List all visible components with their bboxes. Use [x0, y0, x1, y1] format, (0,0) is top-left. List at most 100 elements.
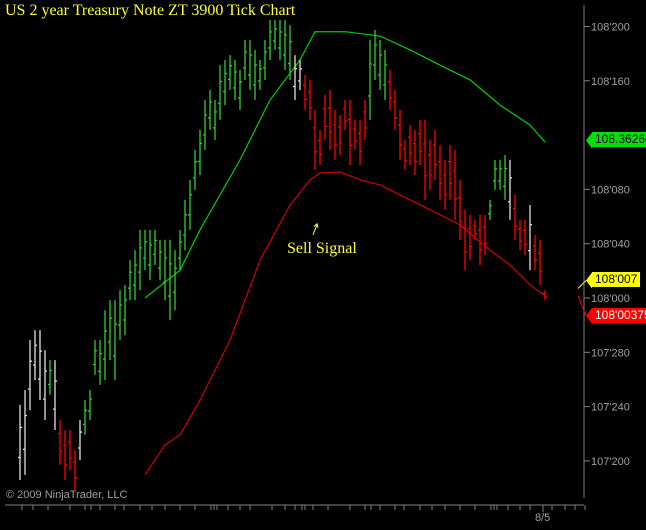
- price-bar: [483, 215, 487, 255]
- price-bar: [463, 209, 467, 271]
- price-bar: [498, 159, 502, 190]
- price-bar: [148, 229, 152, 281]
- price-bar: [388, 69, 392, 110]
- price-bar: [428, 139, 432, 190]
- price-bar: [438, 145, 442, 200]
- price-bar: [408, 125, 412, 166]
- y-tick-label: 107'200: [591, 456, 630, 468]
- price-bar: [283, 19, 287, 70]
- price-bar: [58, 420, 62, 465]
- y-tick-label: 108'080: [591, 184, 630, 196]
- price-bar: [163, 239, 167, 301]
- price-bar: [513, 195, 517, 240]
- price-bar: [363, 99, 367, 140]
- price-bar: [73, 450, 77, 491]
- price-bar: [468, 215, 472, 261]
- price-bar: [343, 99, 347, 130]
- price-bar: [103, 310, 107, 381]
- price-bar: [543, 290, 547, 301]
- price-bar: [413, 129, 417, 176]
- price-bar: [523, 219, 527, 255]
- price-bar: [88, 390, 92, 421]
- price-bar: [138, 229, 142, 291]
- price-bar: [143, 229, 147, 271]
- price-bar: [118, 290, 122, 341]
- price-bar: [288, 25, 292, 80]
- price-bar: [98, 340, 102, 385]
- price-bar: [313, 109, 317, 170]
- price-bar: [248, 39, 252, 90]
- sell-signal-label: Sell Signal: [287, 240, 357, 257]
- price-bar: [338, 115, 342, 156]
- price-bar: [528, 205, 532, 271]
- price-bar: [128, 260, 132, 301]
- price-bar: [268, 19, 272, 60]
- y-tick-label: 108'200: [591, 22, 630, 34]
- price-bar: [298, 59, 302, 90]
- x-tick-label: 8/5: [535, 512, 550, 524]
- price-bar: [518, 219, 522, 251]
- price-bar: [458, 179, 462, 240]
- price-bar: [133, 250, 137, 301]
- price-bar: [238, 69, 242, 110]
- price-bar: [478, 215, 482, 265]
- price-bar: [228, 55, 232, 90]
- lower-band-line: [144, 171, 546, 476]
- price-bar: [258, 59, 262, 90]
- price-marker-pointer: [586, 307, 592, 324]
- price-bar: [208, 89, 212, 130]
- y-tick-label: 108'160: [591, 76, 630, 88]
- price-bar: [33, 330, 37, 381]
- price-bar: [373, 29, 377, 80]
- price-bar: [18, 404, 22, 481]
- price-bar: [23, 390, 27, 475]
- price-bar: [423, 119, 427, 200]
- price-bar: [48, 360, 52, 395]
- price-bar: [203, 99, 207, 150]
- price-bar: [318, 129, 322, 166]
- price-bar: [153, 229, 157, 265]
- price-bar: [273, 19, 277, 50]
- price-bar: [188, 179, 192, 230]
- price-bar: [78, 420, 82, 461]
- y-tick-label: 107'280: [591, 347, 630, 359]
- price-bar: [158, 239, 162, 281]
- price-bar: [453, 149, 457, 220]
- price-marker-leader: [577, 280, 587, 289]
- price-bar: [473, 219, 477, 240]
- price-bar: [38, 330, 42, 401]
- price-bar: [193, 149, 197, 190]
- price-bar: [278, 19, 282, 60]
- price-bar: [108, 300, 112, 361]
- price-marker-pointer: [586, 272, 592, 289]
- price-bar: [358, 119, 362, 166]
- price-bar: [433, 129, 437, 180]
- sell-signal-arrow: [312, 224, 318, 235]
- price-marker: 108'00375: [592, 307, 646, 323]
- upper-band-line: [144, 31, 546, 299]
- price-bar: [263, 39, 267, 80]
- price-bar: [173, 250, 177, 311]
- price-bar: [353, 119, 357, 150]
- price-bar: [333, 109, 337, 160]
- price-bar: [533, 235, 537, 271]
- price-bar: [383, 49, 387, 100]
- price-bar: [253, 49, 257, 100]
- price-bar: [393, 89, 397, 130]
- price-bar: [63, 430, 67, 481]
- price-bar: [493, 159, 497, 190]
- price-marker-leader: [577, 295, 587, 317]
- price-bar: [223, 59, 227, 106]
- price-bar: [293, 55, 297, 100]
- price-bar: [178, 229, 182, 271]
- y-tick-label: 107'240: [591, 402, 630, 414]
- y-tick-label: 108'000: [591, 293, 630, 305]
- price-bar: [183, 199, 187, 251]
- price-bar: [113, 300, 117, 381]
- price-bar: [443, 159, 447, 210]
- price-bar: [198, 129, 202, 176]
- price-bar: [303, 75, 307, 110]
- price-bar: [123, 284, 127, 335]
- price-bar: [418, 119, 422, 166]
